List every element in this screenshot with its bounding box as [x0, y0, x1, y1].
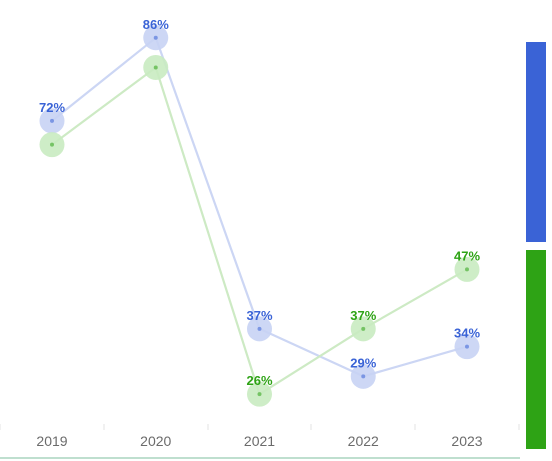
x-axis-tick-labels: 2019 2020 2021 2022 2023	[36, 433, 482, 449]
series-1-data-label-2022: 37%	[350, 308, 376, 323]
series-1-point-2023	[465, 267, 469, 272]
series-0-point-2019	[50, 118, 54, 123]
series-0-data-label-2022: 29%	[350, 355, 376, 370]
series-0-data-label-2023: 34%	[454, 326, 480, 341]
legend	[526, 42, 546, 449]
legend-swatch-green[interactable]	[526, 250, 546, 449]
data-labels: 72% 86% 37% 29% 34% 26% 37% 47%	[39, 17, 480, 388]
x-tick-label-2020: 2020	[140, 433, 171, 449]
series-1-data-label-2023: 47%	[454, 248, 480, 263]
x-tick-label-2021: 2021	[244, 433, 275, 449]
series-1-point-2019	[50, 142, 54, 147]
legend-swatch-blue[interactable]	[526, 42, 546, 242]
x-tick-label-2022: 2022	[348, 433, 379, 449]
series-0-point-2020	[153, 35, 158, 40]
series-0-point-2022	[361, 374, 366, 379]
x-tick-label-2019: 2019	[36, 433, 67, 449]
series-0-data-label-2020: 86%	[143, 17, 169, 32]
series-markers	[39, 25, 480, 407]
series-1-data-label-2021: 26%	[246, 373, 272, 388]
series-0-point-2021	[257, 326, 262, 331]
series-0-data-label-2021: 37%	[246, 308, 272, 323]
minor-tick-marks	[0, 424, 520, 430]
series-0-point-2023	[465, 344, 469, 349]
series-1-point-2020	[153, 65, 158, 70]
x-tick-label-2023: 2023	[451, 433, 482, 449]
series-0-data-label-2019: 72%	[39, 100, 65, 115]
series-1-point-2022	[361, 326, 366, 331]
series-1-point-2021	[257, 392, 262, 397]
series-1-line	[51, 66, 468, 396]
